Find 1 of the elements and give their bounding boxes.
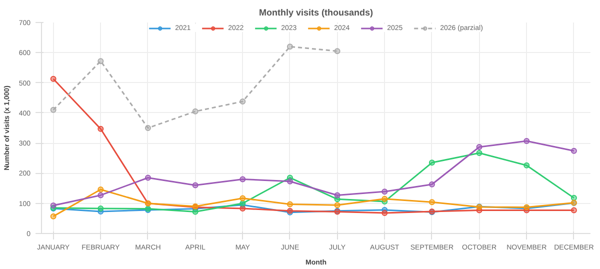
chart-title: Monthly visits (thousands) [259, 8, 374, 18]
